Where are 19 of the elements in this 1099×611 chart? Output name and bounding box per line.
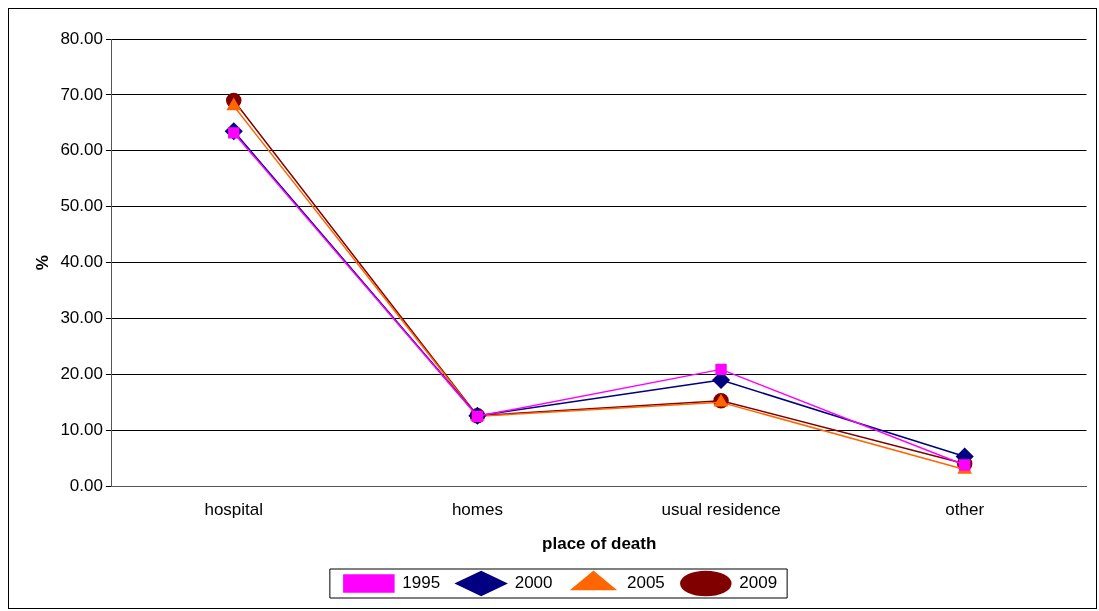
y-tick-label: 50.00	[60, 196, 103, 216]
y-axis-title: %	[32, 255, 52, 271]
legend-label: 2000	[514, 573, 553, 593]
y-tick-label: 70.00	[60, 84, 103, 104]
y-tick-label: 30.00	[60, 308, 103, 328]
x-tick-label: other	[945, 500, 985, 520]
x-tick-label: homes	[451, 500, 503, 520]
y-tick-label: 20.00	[60, 364, 103, 384]
x-axis-title: place of death	[542, 534, 657, 554]
x-tick-label: hospital	[204, 500, 264, 520]
y-tick-label: 0.00	[69, 475, 103, 495]
y-tick-label: 40.00	[60, 252, 103, 272]
y-tick-label: 10.00	[60, 419, 103, 439]
y-tick-label: 60.00	[60, 140, 103, 160]
legend-label: 1995	[402, 573, 441, 593]
x-tick-label: usual residence	[661, 500, 781, 520]
legend-label: 2009	[739, 573, 778, 593]
legend-label: 2005	[627, 573, 665, 593]
y-tick-label: 80.00	[60, 28, 103, 48]
